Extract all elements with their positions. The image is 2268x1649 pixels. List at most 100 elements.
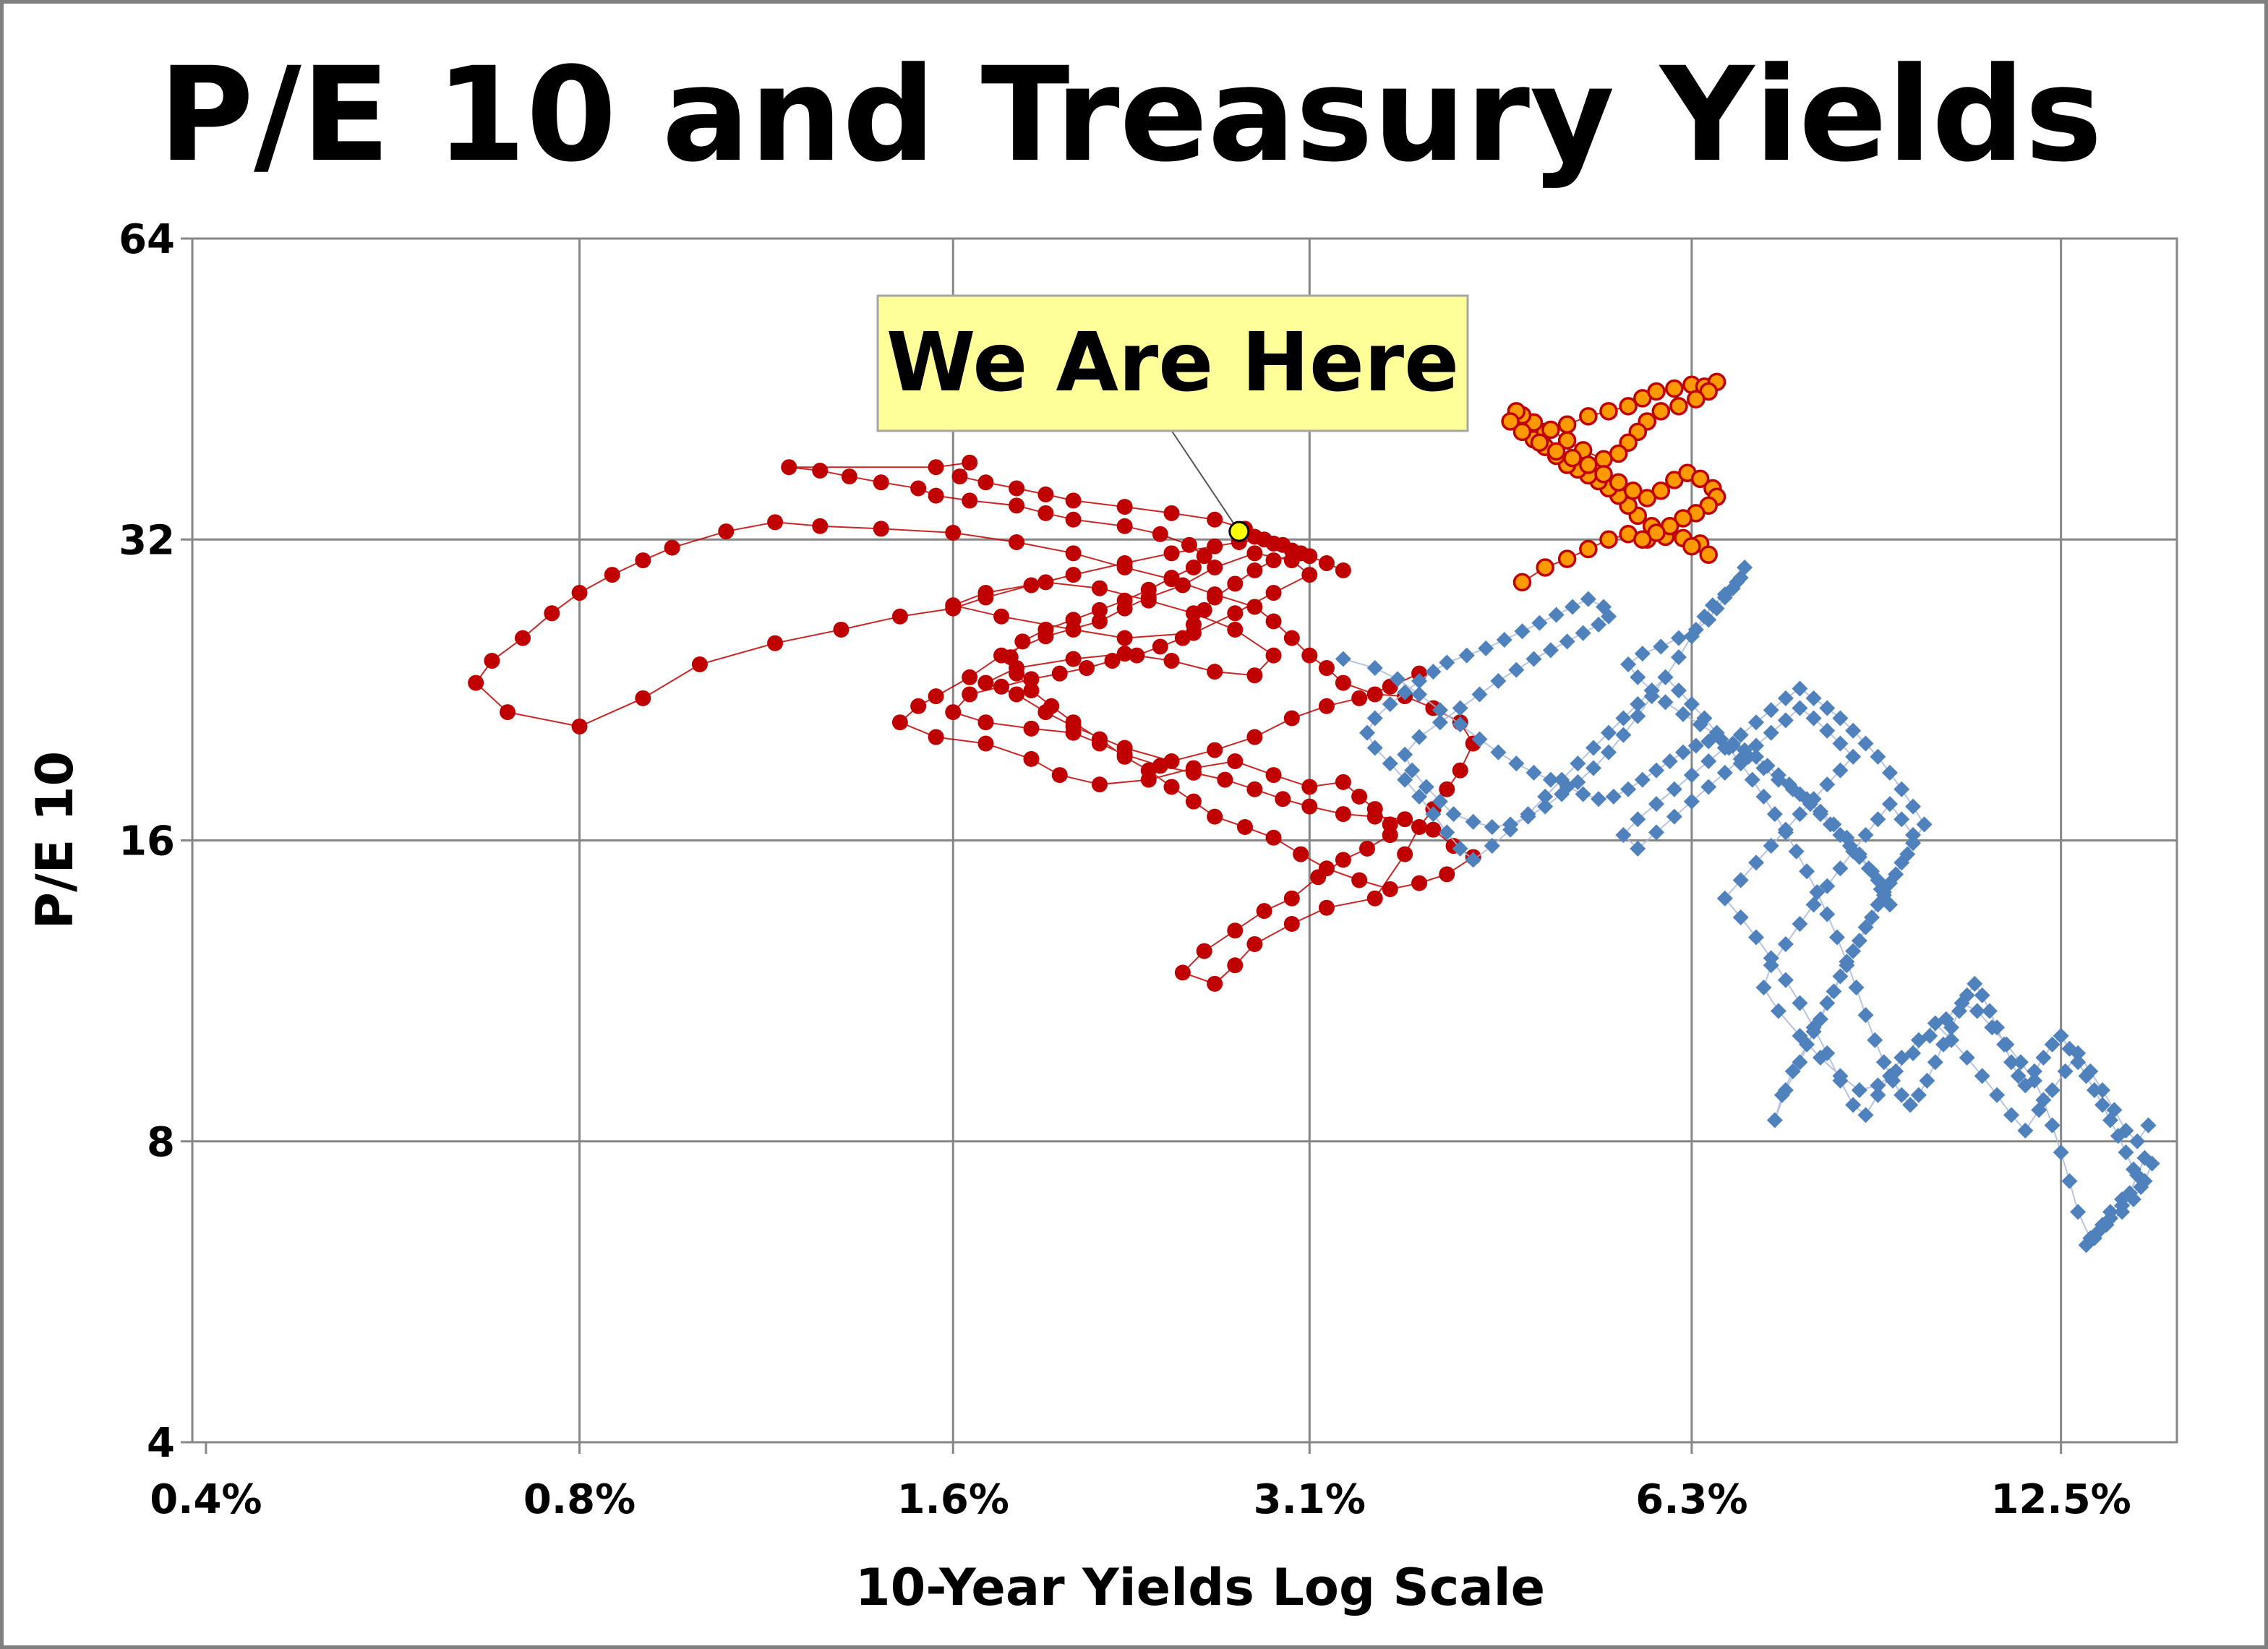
data-point <box>1633 530 1652 549</box>
data-point <box>1696 608 1713 625</box>
data-point <box>1411 686 1428 703</box>
data-point <box>2044 1082 2061 1099</box>
data-point <box>1981 1003 1998 1019</box>
data-point <box>1104 653 1121 669</box>
data-point <box>2044 1117 2061 1134</box>
data-point <box>1870 811 1886 828</box>
data-point <box>1653 638 1669 655</box>
series-layer <box>468 372 2160 1254</box>
data-point <box>962 686 978 703</box>
data-point <box>1452 762 1468 779</box>
data-point <box>1777 821 1794 838</box>
data-point <box>1397 811 1413 828</box>
data-point <box>977 674 994 691</box>
data-point <box>1283 710 1300 727</box>
data-point <box>2082 1230 2099 1246</box>
series-3-line <box>1343 567 2153 1246</box>
data-point <box>1432 793 1448 810</box>
data-point <box>812 463 829 479</box>
data-point <box>1943 1032 1960 1048</box>
data-point <box>1599 402 1618 421</box>
data-point <box>1207 808 1223 825</box>
data-point <box>1748 855 1765 871</box>
data-point <box>1246 935 1263 952</box>
data-point <box>1037 621 1054 638</box>
data-point <box>1805 690 1822 706</box>
y-tick-label: 32 <box>119 517 175 564</box>
data-point <box>1207 664 1223 680</box>
data-point <box>1832 1072 1849 1089</box>
data-point <box>1674 509 1693 528</box>
data-point <box>1591 791 1607 808</box>
data-point <box>1967 975 1983 992</box>
data-point <box>1755 788 1772 805</box>
data-point <box>1163 570 1180 586</box>
data-point <box>2026 1063 2042 1079</box>
data-point <box>2044 1036 2061 1053</box>
data-point <box>928 487 944 504</box>
data-point <box>1207 560 1223 576</box>
data-point <box>1335 562 1351 579</box>
data-point <box>1537 788 1554 805</box>
data-point <box>571 585 588 601</box>
data-point <box>1615 710 1632 727</box>
data-point <box>1857 735 1874 752</box>
data-point <box>1615 727 1632 743</box>
data-point <box>1508 661 1525 678</box>
data-point <box>1185 560 1202 576</box>
data-point <box>1246 599 1263 615</box>
data-point <box>1002 649 1019 666</box>
data-point <box>1828 929 1845 946</box>
data-point <box>1091 601 1108 618</box>
data-point <box>500 704 516 721</box>
data-point <box>1638 489 1657 507</box>
data-point <box>1174 630 1191 646</box>
x-tick-label: 0.8% <box>523 1476 636 1523</box>
data-point <box>2129 1133 2146 1149</box>
data-point <box>977 714 994 731</box>
data-point <box>1439 866 1455 883</box>
data-point <box>1666 781 1682 797</box>
data-point <box>1766 806 1783 823</box>
data-point <box>1591 617 1607 633</box>
data-point <box>891 714 908 731</box>
data-point <box>1512 573 1532 592</box>
series-2 <box>1501 372 1726 592</box>
data-point <box>951 468 968 485</box>
data-point <box>1014 633 1031 650</box>
data-point <box>1439 781 1455 797</box>
data-point <box>2003 1107 2019 1123</box>
data-point <box>1984 1019 2000 1036</box>
data-point <box>1704 597 1721 614</box>
data-point <box>1619 397 1638 416</box>
data-point <box>1845 843 1862 860</box>
data-point <box>1882 764 1899 781</box>
data-point <box>1927 1015 1943 1032</box>
data-point <box>1458 647 1475 664</box>
data-point <box>1575 786 1591 802</box>
data-point <box>2003 1054 2019 1071</box>
data-point <box>1777 712 1794 729</box>
data-point <box>1185 793 1202 810</box>
data-point <box>1799 1036 1815 1053</box>
data-point <box>1351 788 1368 805</box>
data-point <box>1805 896 1822 913</box>
data-point <box>1893 855 1910 871</box>
data-point <box>1051 767 1068 784</box>
data-point <box>1851 933 1867 949</box>
data-point <box>767 635 784 651</box>
data-point <box>2114 1204 2131 1220</box>
data-point <box>1805 791 1822 808</box>
data-point <box>1009 686 1025 703</box>
data-point <box>1163 505 1180 521</box>
data-point <box>1116 518 1133 534</box>
data-point <box>1163 653 1180 669</box>
y-tick-label: 8 <box>147 1119 175 1166</box>
data-point <box>1792 806 1808 823</box>
data-point <box>1559 633 1575 650</box>
data-point <box>1397 746 1413 763</box>
data-point <box>1078 660 1095 677</box>
data-point <box>945 524 962 541</box>
data-point <box>1359 724 1376 741</box>
data-point <box>1819 878 1836 894</box>
